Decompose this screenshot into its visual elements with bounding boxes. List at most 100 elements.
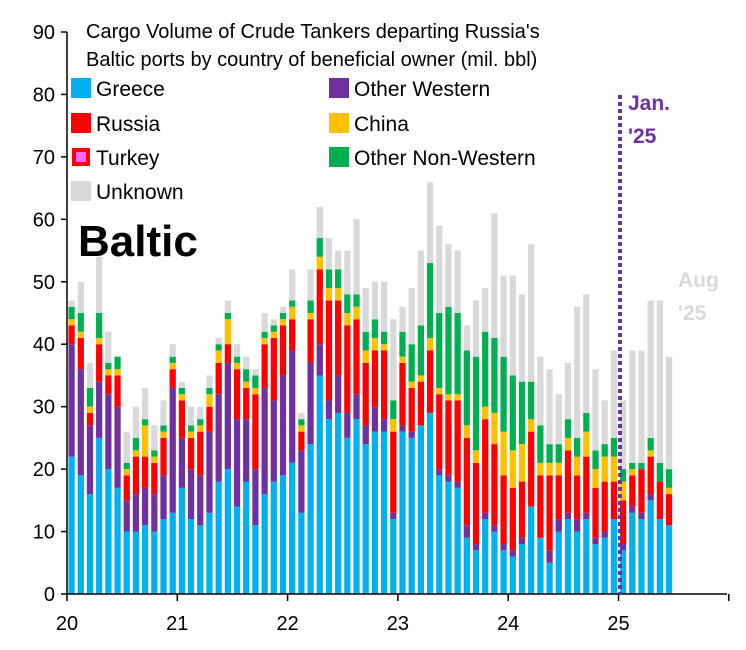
bar-segment-greece-40 (436, 475, 443, 594)
bar-segment-china-1 (77, 331, 84, 338)
x-tick-label-24: 24 (497, 613, 519, 635)
bar-segment-unknown-57 (592, 369, 599, 451)
bar-segment-other-non-western-15 (206, 387, 213, 395)
bar-segment-other-non-western-55 (574, 437, 581, 457)
bar-segment-china-55 (574, 456, 581, 476)
bar-segment-russia-50 (528, 431, 535, 507)
bar-segment-other-non-western-31 (353, 294, 360, 307)
bar-segment-china-39 (426, 337, 434, 351)
bar-segment-greece-2 (86, 494, 94, 594)
bar-segment-greece-43 (463, 537, 470, 594)
bar-segment-russia-56 (583, 456, 590, 513)
bar-segment-china-8 (142, 425, 149, 457)
bar-segment-other-western-22 (270, 400, 277, 482)
bar-segment-other-non-western-25 (298, 419, 305, 426)
bar-segment-unknown-49 (518, 294, 526, 382)
bar-segment-other-non-western-17 (224, 313, 231, 320)
bar-segment-unknown-63 (647, 300, 654, 438)
bar-segment-other-western-17 (224, 362, 231, 470)
bar-segment-china-0 (68, 319, 75, 326)
bar-segment-other-non-western-32 (362, 331, 369, 351)
bar-segment-other-non-western-44 (472, 356, 480, 451)
bar-segment-greece-32 (362, 444, 369, 594)
bar-segment-greece-45 (482, 519, 489, 594)
bar-segment-russia-55 (574, 475, 581, 520)
bar-segment-greece-19 (243, 481, 250, 594)
bar-segment-russia-10 (160, 437, 167, 476)
bar-segment-greece-11 (169, 512, 176, 594)
bar-segment-china-43 (463, 425, 470, 438)
bar-segment-greece-49 (518, 544, 526, 594)
bar-segment-unknown-58 (601, 400, 608, 445)
bar-segment-russia-23 (279, 325, 287, 376)
bar-segment-china-9 (151, 456, 158, 463)
bar-segment-greece-21 (261, 494, 268, 594)
bar-segment-russia-19 (243, 387, 250, 420)
bar-segment-other-western-1 (77, 369, 84, 476)
bar-segment-other-non-western-12 (178, 387, 186, 395)
bar-segment-other-non-western-37 (408, 344, 415, 382)
bar-segment-other-western-57 (592, 537, 599, 545)
bar-segment-greece-13 (187, 519, 195, 594)
bar-segment-greece-53 (555, 531, 562, 594)
bar-segment-russia-39 (426, 350, 434, 413)
bar-segment-russia-40 (436, 394, 443, 470)
bar-segment-greece-31 (353, 419, 360, 594)
bar-segment-russia-36 (399, 362, 406, 426)
bar-segment-greece-10 (160, 519, 167, 594)
bar-segment-russia-62 (638, 469, 645, 513)
bar-segment-unknown-6 (123, 431, 130, 463)
bar-segment-other-non-western-4 (105, 362, 112, 370)
bar-segment-china-7 (132, 450, 140, 457)
bar-segment-other-non-western-57 (592, 450, 599, 470)
bar-segment-greece-42 (454, 487, 461, 594)
bar-segment-other-non-western-5 (114, 356, 121, 370)
bar-segment-other-non-western-48 (509, 375, 516, 451)
aug-annotation-line-1: Aug (678, 269, 719, 292)
bar-segment-other-non-western-38 (417, 325, 424, 376)
bar-segment-russia-11 (169, 369, 176, 388)
bar-segment-unknown-22 (270, 319, 277, 326)
bar-segment-china-26 (307, 313, 314, 320)
bar-segment-china-4 (105, 369, 112, 376)
bar-segment-other-non-western-35 (390, 400, 397, 420)
bar-segment-other-western-5 (114, 406, 121, 488)
bar-segment-russia-22 (270, 337, 277, 401)
bar-segment-other-western-31 (353, 394, 360, 420)
legend-label-turkey: Turkey (96, 147, 160, 170)
bar-segment-other-non-western-63 (647, 437, 654, 451)
bar-segment-greece-58 (601, 537, 608, 594)
bars-layer (68, 181, 673, 594)
bar-segment-china-30 (344, 313, 351, 326)
bar-segment-russia-3 (96, 344, 103, 382)
bar-segment-russia-13 (187, 437, 195, 470)
bar-segment-unknown-13 (187, 406, 195, 426)
bar-segment-other-non-western-47 (500, 356, 507, 432)
bar-segment-russia-64 (656, 481, 663, 520)
bar-segment-other-western-32 (362, 425, 369, 445)
y-tick-label-60: 60 (33, 209, 55, 231)
bar-segment-greece-60 (619, 550, 627, 594)
bar-segment-china-24 (289, 306, 296, 320)
bar-segment-russia-28 (325, 300, 333, 401)
bar-segment-unknown-27 (316, 206, 323, 239)
bar-segment-other-non-western-64 (656, 462, 663, 482)
bar-segment-china-37 (408, 381, 415, 388)
bar-segment-other-western-25 (298, 450, 305, 513)
bar-segment-russia-1 (77, 337, 84, 370)
bar-segment-greece-65 (665, 525, 673, 594)
bar-segment-russia-24 (289, 319, 296, 351)
bar-segment-greece-56 (583, 519, 590, 594)
bar-segment-other-non-western-53 (555, 444, 562, 463)
bar-segment-unknown-45 (482, 288, 489, 332)
bar-segment-unknown-30 (344, 250, 351, 295)
bar-segment-other-non-western-16 (215, 344, 222, 351)
bar-segment-russia-0 (68, 325, 75, 345)
bar-segment-unknown-26 (307, 269, 314, 301)
bar-segment-china-16 (215, 350, 222, 363)
bar-segment-unknown-36 (399, 306, 406, 332)
bar-segment-other-western-12 (178, 437, 186, 488)
bar-segment-other-western-40 (436, 469, 443, 476)
bar-segment-china-36 (399, 356, 406, 363)
